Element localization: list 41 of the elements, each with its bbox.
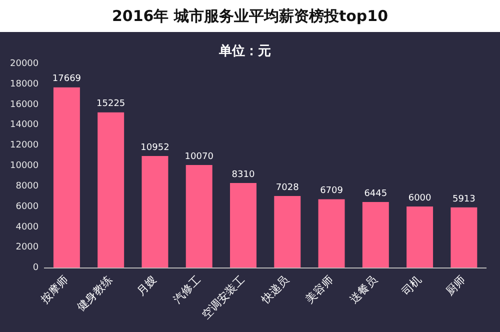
x-tick-label: 健身教练 bbox=[74, 273, 115, 314]
y-tick-label: 20000 bbox=[10, 58, 39, 69]
x-tick-label: 月嫂 bbox=[134, 273, 160, 298]
y-tick-label: 18000 bbox=[10, 79, 39, 90]
bar bbox=[318, 199, 345, 268]
data-label: 7028 bbox=[276, 182, 300, 193]
data-label: 8310 bbox=[232, 170, 255, 180]
bar bbox=[186, 164, 212, 268]
bar bbox=[406, 206, 434, 268]
data-label: 6709 bbox=[320, 186, 344, 196]
y-tick-label: 12000 bbox=[10, 140, 39, 151]
x-tick-label: 按摩师 bbox=[38, 273, 71, 306]
data-label: 6445 bbox=[364, 188, 388, 199]
y-tick-label: 0 bbox=[32, 263, 39, 274]
bar bbox=[98, 112, 124, 268]
x-tick-label: 司机 bbox=[399, 273, 424, 298]
data-label: 10952 bbox=[140, 142, 170, 153]
y-tick-label: 10000 bbox=[10, 161, 39, 172]
bar bbox=[53, 87, 80, 268]
chart-subtitle: 单位：元 bbox=[218, 43, 271, 60]
x-tick-label: 厨师 bbox=[443, 273, 468, 298]
y-tick-label: 16000 bbox=[10, 100, 39, 110]
x-tick-label: 快递员 bbox=[258, 273, 292, 307]
chart-title: 2016年 城市服务业平均薪资榜投top10 bbox=[110, 6, 390, 27]
y-tick-label: 14000 bbox=[10, 120, 39, 130]
data-label: 10070 bbox=[184, 152, 214, 162]
data-label: 5913 bbox=[452, 194, 476, 204]
x-tick-label: 美容师 bbox=[303, 273, 336, 306]
y-tick-label: 4000 bbox=[16, 222, 39, 232]
y-tick-label: 6000 bbox=[16, 202, 39, 212]
data-label: 6000 bbox=[408, 193, 432, 204]
bar bbox=[274, 196, 301, 268]
bar bbox=[362, 202, 389, 268]
x-tick-label: 送餐员 bbox=[347, 273, 380, 306]
y-tick-label: 8000 bbox=[16, 181, 39, 192]
data-label: 17669 bbox=[52, 74, 82, 84]
data-label: 15225 bbox=[96, 99, 126, 110]
bar bbox=[142, 156, 168, 268]
bar bbox=[230, 182, 256, 268]
y-tick-label: 2000 bbox=[16, 242, 39, 253]
bar bbox=[450, 207, 478, 268]
